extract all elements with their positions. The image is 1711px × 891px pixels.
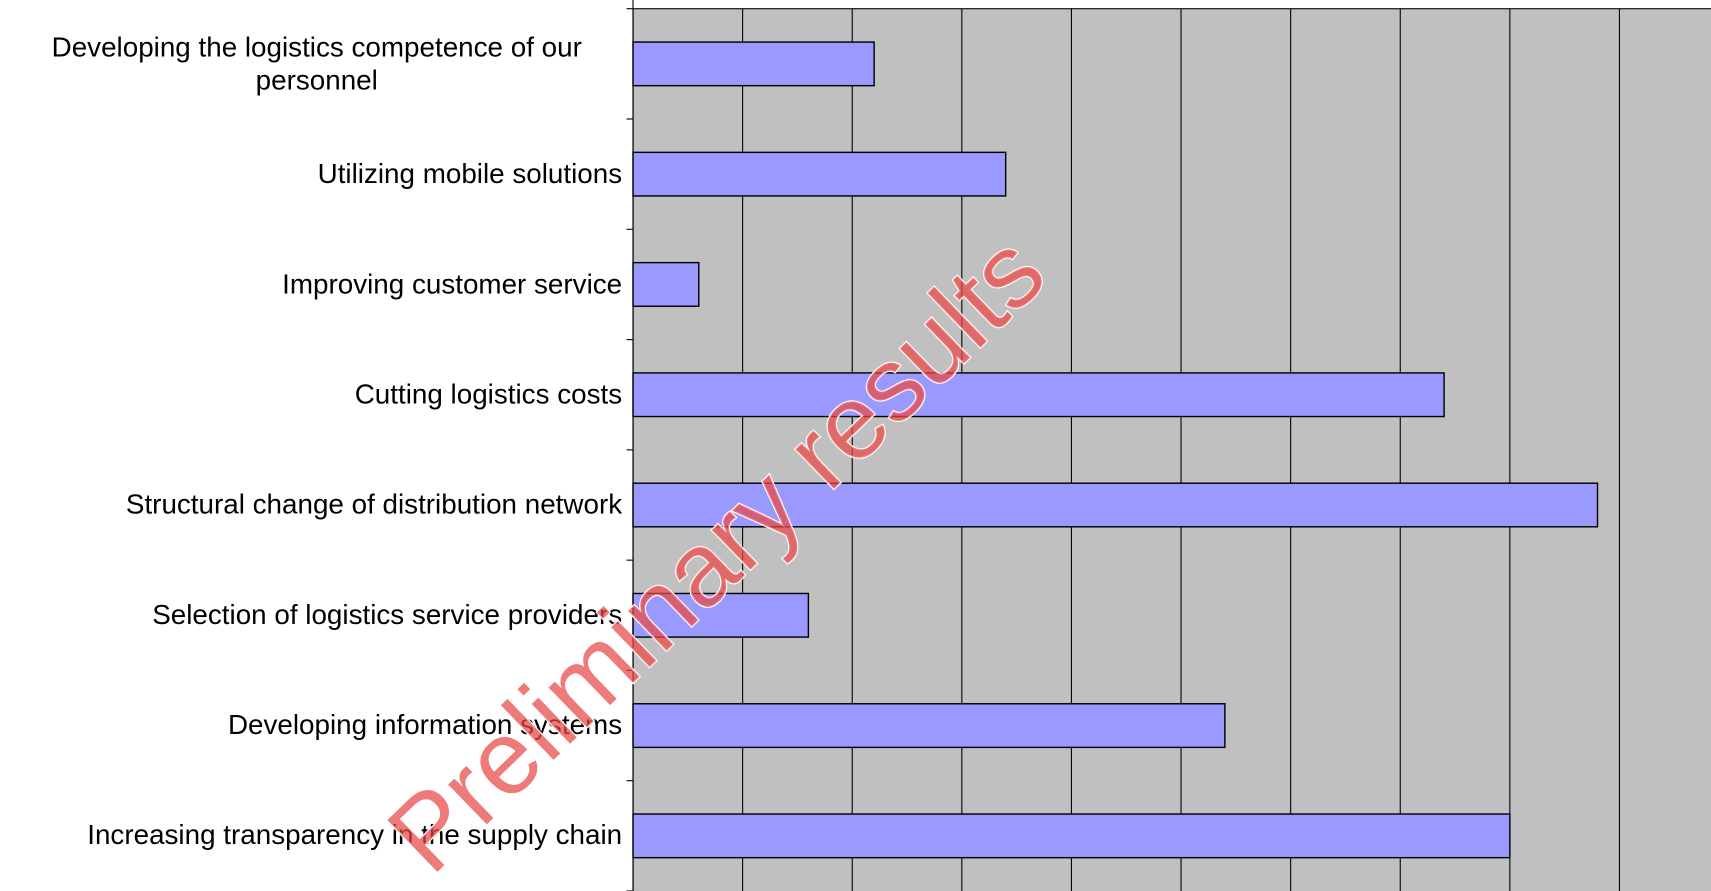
label-wrap: Increasing transparency in the supply ch… xyxy=(0,781,622,891)
label-wrap: Developing the logistics competence of o… xyxy=(0,9,622,119)
label-wrap: Improving customer service xyxy=(0,229,622,339)
y-tick-label-box: Structural change of distribution networ… xyxy=(0,450,622,560)
y-tick-label-box: Increasing transparency in the supply ch… xyxy=(0,781,622,891)
bar xyxy=(632,482,1599,528)
y-tick-label: Developing information systems xyxy=(227,710,623,741)
y-tick-label-box: Cutting logistics costs xyxy=(0,340,622,450)
label-wrap: Structural change of distribution networ… xyxy=(0,450,622,560)
y-tick-label: Selection of logistics service providers xyxy=(152,600,623,631)
bar xyxy=(632,372,1445,418)
y-tick-label: Utilizing mobile solutions xyxy=(317,158,623,190)
bar xyxy=(632,813,1511,859)
y-tick-label: Structural change of distribution networ… xyxy=(125,489,623,521)
y-tick-label: Increasing transparency in the supply ch… xyxy=(87,820,623,852)
label-wrap: Selection of logistics service providers xyxy=(0,560,622,670)
y-tick-label-box: Improving customer service xyxy=(0,229,622,339)
bar xyxy=(632,592,810,638)
label-wrap: Utilizing mobile solutions xyxy=(0,119,623,229)
y-tick-label: Developing the logistics competence of o… xyxy=(51,32,582,96)
y-tick-label: Improving customer service xyxy=(282,269,623,300)
y-tick-label-box: Developing the logistics competence of o… xyxy=(0,9,622,119)
y-tick-label-box: Developing information systems xyxy=(0,670,622,780)
label-wrap: Cutting logistics costs xyxy=(0,340,622,450)
bar xyxy=(632,703,1226,749)
bar xyxy=(632,261,700,307)
y-tick-label-box: Selection of logistics service providers xyxy=(0,560,622,670)
y-tick-label: Cutting logistics costs xyxy=(354,379,623,410)
label-wrap: Developing information systems xyxy=(0,670,622,780)
bar xyxy=(632,41,875,87)
y-tick-label-box: Utilizing mobile solutions xyxy=(0,119,623,229)
bar xyxy=(632,151,1007,197)
